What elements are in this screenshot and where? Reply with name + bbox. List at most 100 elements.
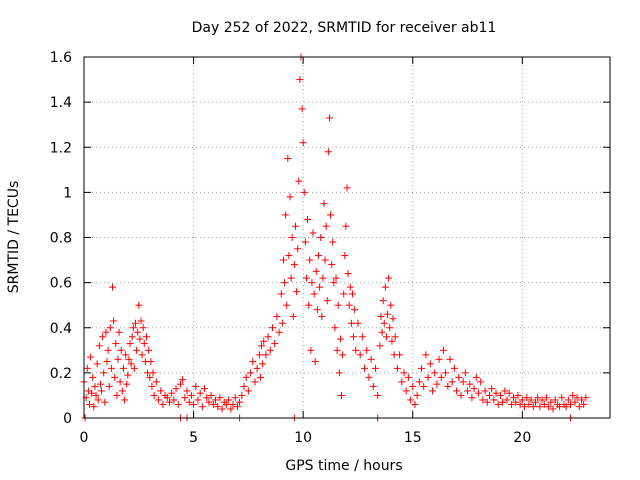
data-point xyxy=(354,319,362,327)
data-point xyxy=(148,382,156,390)
data-point xyxy=(101,398,109,406)
data-point xyxy=(306,256,314,264)
data-point xyxy=(170,396,178,404)
data-point xyxy=(418,364,426,372)
data-point xyxy=(580,400,588,408)
data-point xyxy=(448,378,456,386)
data-point xyxy=(281,279,289,287)
data-point xyxy=(185,398,193,406)
data-point xyxy=(516,400,524,408)
data-point xyxy=(505,389,513,397)
data-point xyxy=(378,328,386,336)
data-point xyxy=(380,319,388,327)
data-point xyxy=(89,373,97,381)
y-axis-label: SRMTID / TECUs xyxy=(6,181,22,294)
data-point xyxy=(107,364,115,372)
data-point xyxy=(386,324,394,332)
data-point xyxy=(259,360,267,368)
data-point xyxy=(155,396,163,404)
data-point xyxy=(525,400,533,408)
data-point xyxy=(545,403,553,411)
data-point xyxy=(340,290,348,298)
chart-title: Day 252 of 2022, SRMTID for receiver ab1… xyxy=(192,20,497,36)
data-point xyxy=(393,364,401,372)
data-point xyxy=(431,369,439,377)
data-point xyxy=(433,380,441,388)
data-point xyxy=(110,317,118,325)
data-point xyxy=(459,378,467,386)
data-point xyxy=(582,394,590,402)
data-point xyxy=(108,283,116,291)
data-point xyxy=(327,211,335,219)
data-point xyxy=(179,376,187,384)
data-point xyxy=(207,391,215,399)
data-point xyxy=(285,252,293,260)
data-point xyxy=(287,274,295,282)
data-point xyxy=(325,114,333,122)
data-point xyxy=(346,283,354,291)
data-point xyxy=(214,403,222,411)
data-point xyxy=(181,394,189,402)
data-point xyxy=(468,394,476,402)
data-point xyxy=(247,369,255,377)
data-point xyxy=(540,400,548,408)
data-point xyxy=(298,105,306,113)
data-point xyxy=(264,333,272,341)
data-point xyxy=(135,301,143,309)
data-point xyxy=(93,360,101,368)
data-point xyxy=(329,238,337,246)
data-point xyxy=(323,297,331,305)
data-point xyxy=(278,319,286,327)
data-point xyxy=(307,346,315,354)
data-point xyxy=(556,403,564,411)
data-point xyxy=(103,358,111,366)
data-point xyxy=(258,342,266,350)
data-point xyxy=(85,400,93,408)
data-point xyxy=(481,387,489,395)
data-point xyxy=(444,382,452,390)
data-point xyxy=(391,333,399,341)
data-point xyxy=(492,389,500,397)
data-point xyxy=(363,346,371,354)
data-point xyxy=(277,290,285,298)
data-point xyxy=(558,394,566,402)
data-point xyxy=(472,373,480,381)
data-point xyxy=(332,274,340,282)
data-point xyxy=(388,337,396,345)
data-point xyxy=(311,358,319,366)
data-point xyxy=(422,351,430,359)
data-point xyxy=(205,398,213,406)
gridlines xyxy=(84,57,610,418)
data-point xyxy=(299,139,307,147)
data-point xyxy=(496,391,504,399)
data-point xyxy=(428,387,436,395)
data-point xyxy=(521,403,529,411)
data-point xyxy=(293,288,301,296)
data-point xyxy=(283,301,291,309)
data-point xyxy=(523,394,531,402)
axis-ticks xyxy=(83,56,610,419)
data-point xyxy=(350,333,358,341)
data-point xyxy=(146,373,154,381)
data-point xyxy=(352,346,360,354)
x-tick-label: 15 xyxy=(404,430,422,446)
data-point xyxy=(330,279,338,287)
data-point xyxy=(328,261,336,269)
data-point xyxy=(461,369,469,377)
y-tick-label: 0.8 xyxy=(50,231,72,247)
data-point xyxy=(316,283,324,291)
data-point xyxy=(442,369,450,377)
data-point xyxy=(233,403,241,411)
data-point xyxy=(575,403,583,411)
data-point xyxy=(118,387,126,395)
data-point xyxy=(98,387,106,395)
data-point xyxy=(345,301,353,309)
data-point xyxy=(312,267,320,275)
data-point xyxy=(187,391,195,399)
data-point xyxy=(150,391,158,399)
data-point xyxy=(490,396,498,404)
data-point xyxy=(255,351,263,359)
data-point xyxy=(308,279,316,287)
data-point xyxy=(351,306,359,314)
data-point xyxy=(404,373,412,381)
